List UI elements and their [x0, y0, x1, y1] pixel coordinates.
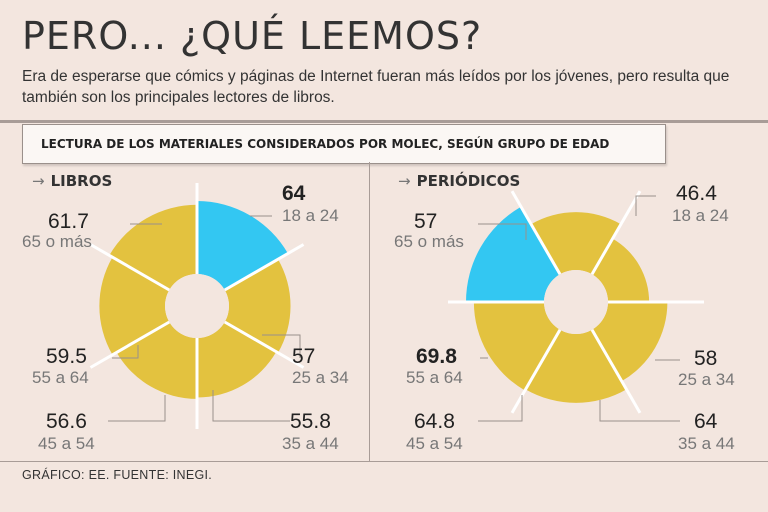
label-leader-line [599, 400, 680, 422]
libros-group-45-54: 45 a 54 [38, 434, 95, 453]
libros-group-65-mas: 65 o más [22, 232, 92, 251]
slice-separator [89, 243, 171, 292]
donut-center [544, 270, 608, 334]
libros-group-18-24: 18 a 24 [282, 206, 339, 225]
libros-value-45-54: 56.6 [46, 410, 87, 433]
periodicos-group-55-64: 55 a 64 [406, 368, 463, 387]
periodicos-value-45-54: 64.8 [414, 410, 455, 433]
donut-slice-25-a-34 [224, 259, 291, 353]
page-subtitle: Era de esperarse que cómics y páginas de… [22, 68, 730, 106]
source-note: GRÁFICO: EE. FUENTE: INEGI. [22, 468, 213, 482]
periodicos-value-18-24: 46.4 [676, 182, 717, 205]
libros-value-55-64: 59.5 [46, 345, 87, 368]
slice-separator [510, 190, 562, 276]
panel-divider [369, 162, 370, 462]
arrow-right-icon: → [32, 172, 45, 190]
libros-value-65-mas: 61.7 [48, 210, 89, 233]
label-leader-line [212, 390, 290, 422]
label-leader-line [478, 223, 527, 240]
label-leader-line [108, 395, 166, 422]
periodicos-donut [448, 190, 704, 422]
donut-slice-65-o-más [109, 204, 197, 290]
donut-slice-55-a-64 [466, 206, 560, 302]
donut-slice-18-a-24 [592, 238, 650, 302]
libros-panel-title: → LIBROS [32, 172, 112, 190]
libros-value-25-34: 57 [292, 345, 316, 368]
page-title: PERO... ¿QUÉ LEEMOS? [22, 14, 483, 58]
periodicos-group-25-34: 25 a 34 [678, 370, 735, 389]
donut-slice-45-a-54 [473, 302, 560, 391]
slice-separator [223, 243, 305, 292]
periodicos-panel-title: → PERIÓDICOS [398, 172, 520, 190]
periodicos-value-25-34: 58 [694, 347, 718, 370]
libros-group-25-34: 25 a 34 [292, 368, 349, 387]
libros-group-35-44: 35 a 44 [282, 434, 339, 453]
periodicos-group-35-44: 35 a 44 [678, 434, 735, 453]
periodicos-value-35-44: 64 [694, 410, 718, 433]
label-leader-line [262, 334, 301, 358]
label-leader-line [112, 345, 139, 359]
slice-separator [590, 328, 642, 414]
label-leader-line [635, 195, 656, 216]
label-leader-line [478, 395, 523, 422]
periodicos-title-text: PERIÓDICOS [416, 172, 521, 190]
periodicos-group-45-54: 45 a 54 [406, 434, 463, 453]
libros-group-55-64: 55 a 64 [32, 368, 89, 387]
arrow-right-icon: → [398, 172, 411, 190]
periodicos-group-18-24: 18 a 24 [672, 206, 729, 225]
donut-slice-65-o-más [531, 212, 621, 275]
slice-separator [510, 328, 562, 414]
periodicos-value-65-mas: 57 [414, 210, 438, 233]
slice-separator [89, 320, 171, 369]
bottom-divider [0, 461, 768, 462]
libros-value-18-24: 64 [282, 182, 306, 205]
donut-center [165, 274, 229, 338]
libros-value-35-44: 55.8 [290, 410, 331, 433]
libros-title-text: LIBROS [50, 172, 113, 190]
donut-slice-18-a-24 [197, 201, 288, 290]
top-divider [0, 120, 768, 123]
periodicos-value-55-64: 69.8 [416, 345, 457, 368]
slice-separator [590, 190, 642, 276]
slice-separator [223, 320, 305, 369]
periodicos-group-65-mas: 65 o más [394, 232, 464, 251]
libros-donut [89, 183, 305, 429]
section-title: LECTURA DE LOS MATERIALES CONSIDERADOS P… [22, 124, 666, 164]
